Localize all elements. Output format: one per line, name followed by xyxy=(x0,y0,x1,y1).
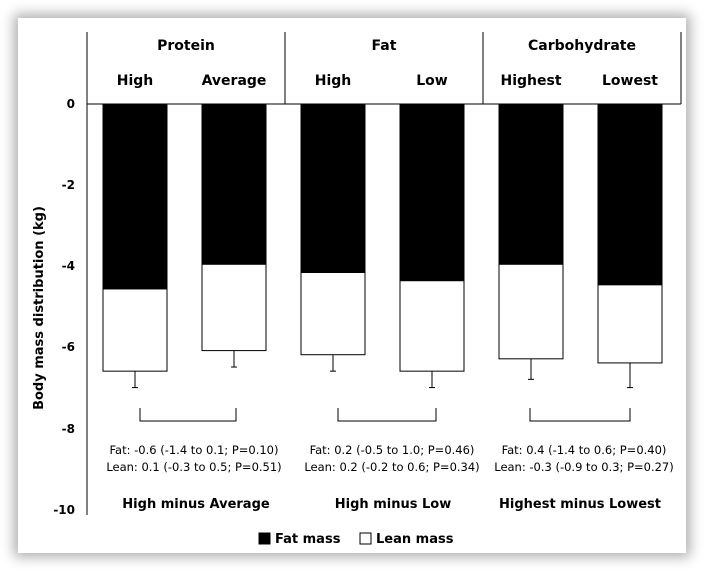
chart-frame: Protein Fat Carbohydrate High Average Hi… xyxy=(18,18,686,553)
y-axis-label: Body mass distribution (kg) xyxy=(32,206,47,410)
y-tick-0: 0 xyxy=(67,97,75,111)
legend-swatch-lean-mass xyxy=(359,532,372,545)
category-label-average: Average xyxy=(202,73,267,89)
bar-lean-mass-high-protein xyxy=(102,288,168,372)
header-box xyxy=(86,32,682,105)
bar-lean-mass-low-fat xyxy=(399,280,465,372)
stat-lean-protein: Lean: 0.1 (-0.3 to 0.5; P=0.51) xyxy=(106,460,281,474)
group-header-fat: Fat xyxy=(372,38,397,54)
y-tick-minus-8: -8 xyxy=(62,422,75,436)
category-label-lowest: Lowest xyxy=(602,73,658,89)
bar-fat-mass-high-protein xyxy=(102,103,168,290)
y-tick-minus-6: -6 xyxy=(62,340,75,354)
bracket-protein xyxy=(139,408,237,422)
stat-fat-carbohydrate: Fat: 0.4 (-1.4 to 0.6; P=0.40) xyxy=(502,443,667,457)
stat-lean-carbohydrate: Lean: -0.3 (-0.9 to 0.3; P=0.27) xyxy=(494,460,674,474)
y-tick-minus-4: -4 xyxy=(62,259,75,273)
bar-fat-mass-lowest-carb xyxy=(597,103,663,286)
group-header-carbohydrate: Carbohydrate xyxy=(528,38,636,54)
comparison-brackets xyxy=(139,408,631,422)
category-label-high-protein: High xyxy=(117,73,154,89)
y-tick-minus-10: -10 xyxy=(53,503,75,517)
bar-fat-mass-highest-carb xyxy=(498,103,564,265)
bracket-fat xyxy=(337,408,437,422)
comparison-label-protein: High minus Average xyxy=(122,497,270,512)
stat-lean-fat: Lean: 0.2 (-0.2 to 0.6; P=0.34) xyxy=(304,460,479,474)
bar-lean-mass-high-fat xyxy=(300,272,366,356)
bar-lean-mass-highest-carb xyxy=(498,263,564,360)
group-header-protein: Protein xyxy=(157,38,215,54)
y-tick-minus-2: -2 xyxy=(62,178,75,192)
bar-lean-mass-lowest-carb xyxy=(597,284,663,364)
bar-fat-mass-average-protein xyxy=(201,103,267,265)
stat-fat-fat: Fat: 0.2 (-0.5 to 1.0; P=0.46) xyxy=(310,443,475,457)
bar-fat-mass-high-fat xyxy=(300,103,366,274)
bracket-carbohydrate xyxy=(529,408,631,422)
comparison-label-carbohydrate: Highest minus Lowest xyxy=(499,497,661,512)
legend-label-lean-mass: Lean mass xyxy=(376,532,454,547)
category-label-high-fat: High xyxy=(315,73,352,89)
comparison-label-fat: High minus Low xyxy=(335,497,451,512)
stacked-bar-chart: Protein Fat Carbohydrate High Average Hi… xyxy=(32,32,682,547)
legend-label-fat-mass: Fat mass xyxy=(275,532,341,547)
category-label-low: Low xyxy=(416,73,448,89)
bar-fat-mass-low-fat xyxy=(399,103,465,282)
legend: Fat mass Lean mass xyxy=(258,532,454,547)
category-label-highest: Highest xyxy=(500,73,561,89)
bars-layer xyxy=(102,103,663,389)
legend-swatch-fat-mass xyxy=(258,532,271,545)
stat-fat-protein: Fat: -0.6 (-1.4 to 0.1; P=0.10) xyxy=(109,443,278,457)
bar-lean-mass-average-protein xyxy=(201,263,267,352)
